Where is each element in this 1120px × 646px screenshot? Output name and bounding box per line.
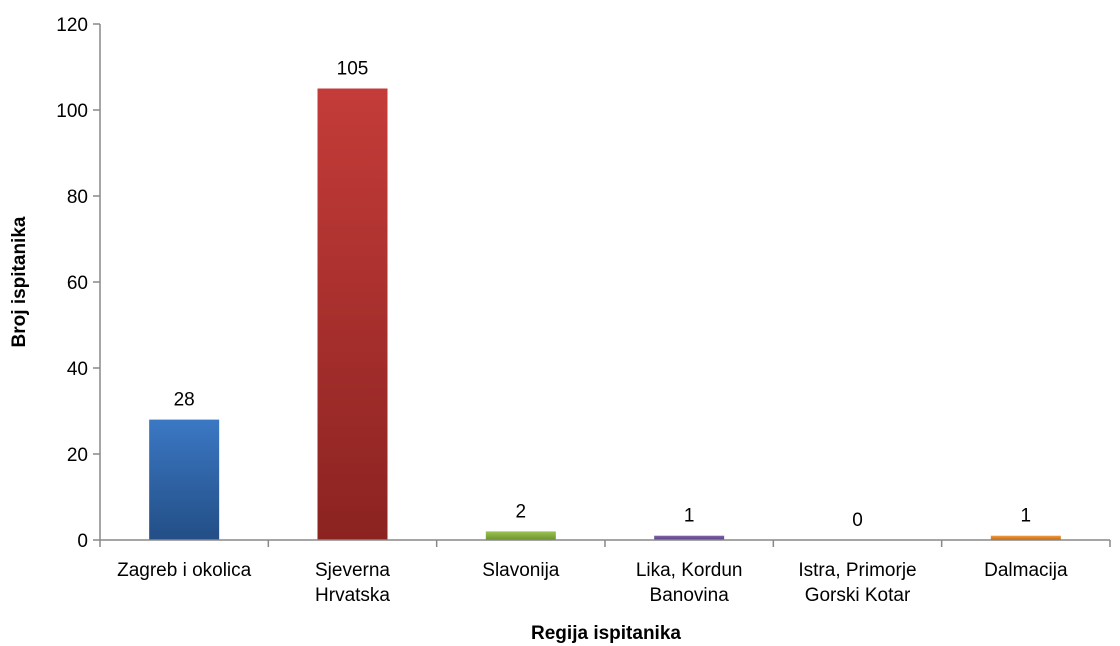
data-label: 2 — [516, 501, 527, 522]
x-tick-label: Slavonija — [482, 560, 560, 581]
x-tick-label: Istra, Primorje — [798, 560, 916, 581]
y-tick-label: 100 — [56, 101, 88, 122]
data-label: 1 — [1021, 506, 1032, 527]
x-tick-label: Banovina — [650, 585, 730, 606]
axes — [93, 23, 1111, 547]
y-tick-label: 60 — [67, 273, 88, 294]
bar — [654, 535, 725, 540]
data-label: 28 — [174, 390, 195, 411]
y-tick-label: 20 — [67, 445, 88, 466]
y-tick-label: 0 — [77, 531, 88, 552]
bar — [317, 88, 388, 540]
bar — [485, 531, 556, 540]
x-tick-label: Dalmacija — [984, 560, 1068, 581]
data-label: 105 — [337, 59, 369, 80]
data-label: 1 — [684, 506, 695, 527]
x-tick-label: Sjeverna — [315, 560, 390, 581]
x-tick-label: Gorski Kotar — [805, 585, 911, 606]
x-axis-title: Regija ispitanika — [531, 623, 681, 644]
bar — [149, 419, 220, 540]
x-tick-label: Zagreb i okolica — [117, 560, 252, 581]
x-tick-label: Lika, Kordun — [636, 560, 743, 581]
y-axis-title: Broj ispitanika — [9, 216, 30, 347]
y-tick-label: 40 — [67, 359, 88, 380]
x-tick-label: Hrvatska — [315, 585, 390, 606]
y-tick-label: 80 — [67, 187, 88, 208]
bars — [149, 88, 1061, 540]
bar — [990, 535, 1061, 540]
y-tick-label: 120 — [56, 15, 88, 36]
data-label: 0 — [852, 510, 863, 531]
